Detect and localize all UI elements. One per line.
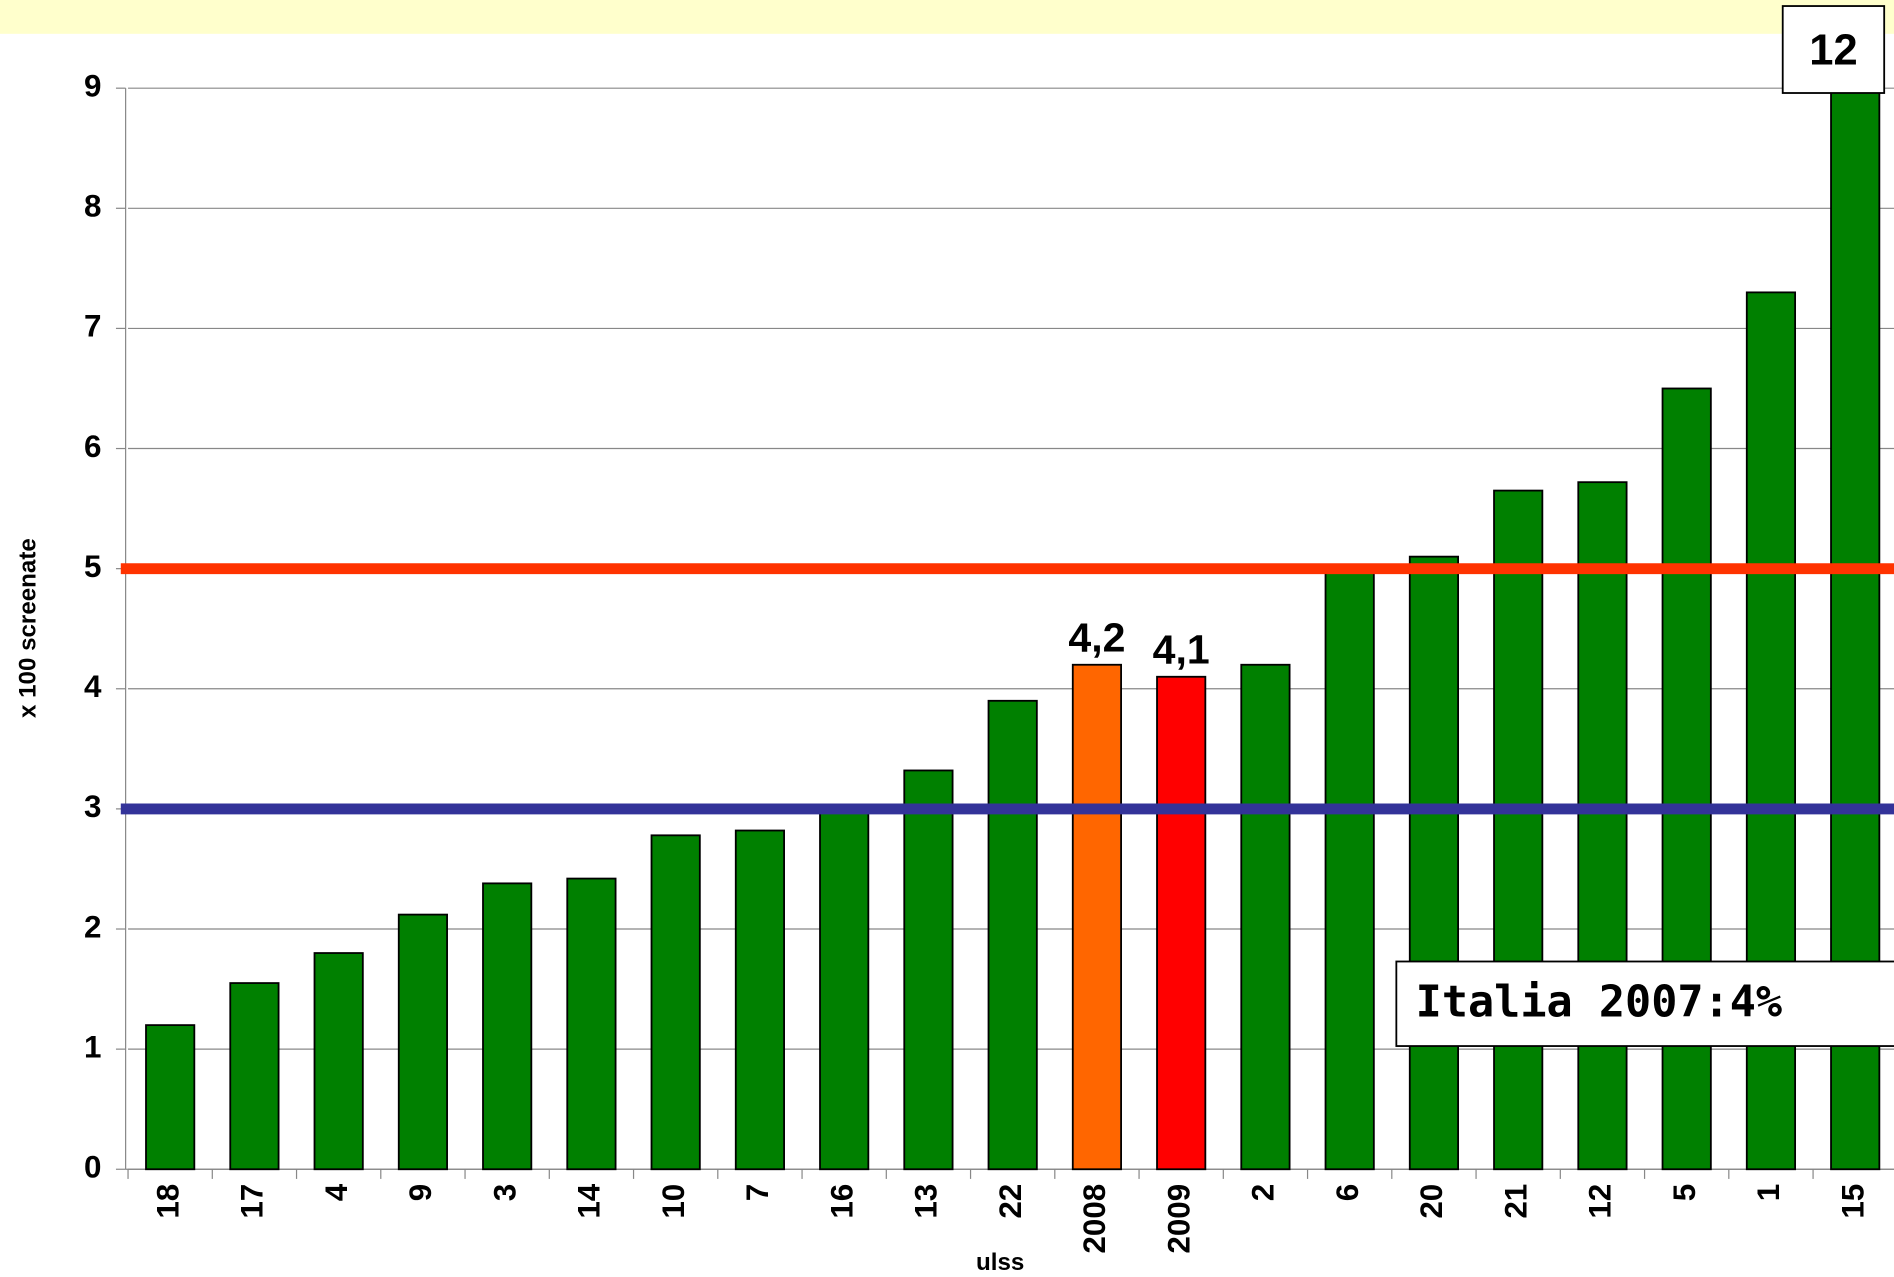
x-tick-label: 14 <box>572 1183 607 1218</box>
x-tick-label: 3 <box>487 1184 522 1201</box>
x-tick-label: 9 <box>403 1184 438 1201</box>
value-label: 12 <box>1809 27 1857 75</box>
x-tick-label: 21 <box>1498 1184 1533 1219</box>
bar <box>987 699 1038 1171</box>
value-label-box <box>1781 5 1886 94</box>
x-axis-label: ulss <box>976 1249 1024 1276</box>
x-tick-label: 2 <box>1246 1184 1281 1201</box>
x-tick-label: 12 <box>1583 1184 1618 1219</box>
y-tick-label: 6 <box>84 429 101 464</box>
bar <box>903 769 954 1171</box>
x-tick-label: 5 <box>1667 1184 1702 1201</box>
y-tick-label: 9 <box>84 68 101 103</box>
x-tick-label: 20 <box>1414 1184 1449 1219</box>
x-tick-label: 7 <box>740 1184 775 1201</box>
bar <box>1493 489 1544 1171</box>
x-tick-label: 10 <box>656 1184 691 1219</box>
bar <box>1577 481 1628 1171</box>
x-tick-label: 6 <box>1330 1184 1365 1201</box>
value-label: 4,1 <box>1153 626 1210 672</box>
x-tick-label: 16 <box>824 1184 859 1219</box>
x-tick-label: 4 <box>319 1183 354 1201</box>
x-tick-label: 2009 <box>1161 1184 1196 1254</box>
y-tick-label: 1 <box>84 1029 101 1064</box>
bar <box>313 952 364 1171</box>
annotation: Italia 2007:4% <box>1416 977 1782 1027</box>
top-band <box>0 0 1894 34</box>
y-tick-label: 3 <box>84 789 101 824</box>
bar <box>566 877 617 1171</box>
y-tick-label: 2 <box>84 909 101 944</box>
bar <box>1156 675 1207 1171</box>
bar <box>1071 663 1122 1171</box>
x-tick-label: 18 <box>150 1184 185 1219</box>
x-tick-label: 1 <box>1751 1184 1786 1201</box>
bar <box>734 829 785 1171</box>
x-tick-label: 15 <box>1835 1184 1870 1219</box>
x-tick-label: 22 <box>993 1184 1028 1219</box>
bar <box>145 1024 196 1171</box>
x-tick-label: 13 <box>909 1184 944 1219</box>
bar <box>1324 567 1375 1171</box>
bar <box>1661 387 1712 1171</box>
y-axis-label: x 100 screenate <box>14 538 41 718</box>
y-tick-label: 0 <box>84 1150 101 1185</box>
bar <box>397 913 448 1171</box>
x-tick-label: 2008 <box>1077 1184 1112 1254</box>
y-tick-label: 8 <box>84 189 101 224</box>
bar <box>1240 663 1291 1171</box>
bar <box>650 834 701 1171</box>
annotation-box <box>1395 960 1894 1047</box>
x-tick-label: 17 <box>235 1184 270 1219</box>
y-tick-label: 7 <box>84 309 101 344</box>
y-tick-label: 4 <box>84 669 102 704</box>
y-tick-label: 5 <box>84 549 101 584</box>
value-label: 4,2 <box>1068 614 1125 660</box>
bar <box>1408 555 1460 1171</box>
bar <box>229 982 280 1171</box>
bar <box>482 882 533 1171</box>
bar <box>819 807 870 1171</box>
